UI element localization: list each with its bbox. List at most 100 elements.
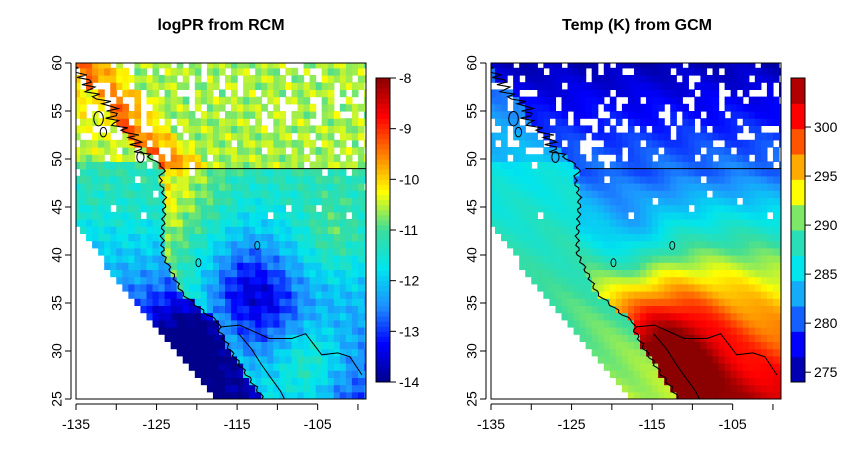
heatmap-cell bbox=[225, 175, 232, 184]
heatmap-cell bbox=[206, 327, 214, 335]
heatmap-cell bbox=[333, 355, 341, 364]
heatmap-cell bbox=[188, 355, 196, 364]
heatmap-cell bbox=[297, 391, 305, 399]
heatmap-cell bbox=[98, 161, 105, 170]
heatmap-cell bbox=[531, 276, 538, 285]
heatmap-cell bbox=[237, 269, 244, 278]
heatmap-cell bbox=[621, 219, 629, 227]
heatmap-cell bbox=[303, 348, 311, 357]
heatmap-cell bbox=[694, 175, 702, 184]
heatmap-cell bbox=[237, 63, 244, 69]
heatmap-cell bbox=[621, 139, 629, 148]
heatmap-cell bbox=[766, 118, 774, 126]
heatmap-cell bbox=[363, 391, 366, 399]
heatmap-cell bbox=[218, 67, 226, 76]
heatmap-cell bbox=[243, 233, 250, 242]
heatmap-cell bbox=[603, 233, 611, 242]
heatmap-cell bbox=[718, 262, 726, 270]
heatmap-cell bbox=[327, 183, 335, 191]
heatmap-cell bbox=[140, 240, 148, 249]
heatmap-cell bbox=[742, 348, 750, 357]
heatmap-cell bbox=[333, 255, 341, 263]
heatmap-cell bbox=[261, 341, 268, 350]
heatmap-cell bbox=[609, 291, 617, 299]
heatmap-cell bbox=[724, 269, 732, 278]
heatmap-cell bbox=[345, 262, 353, 270]
colorbar-segment bbox=[376, 164, 390, 170]
heatmap-cell bbox=[176, 312, 184, 321]
heatmap-cell bbox=[273, 111, 280, 119]
heatmap-cell bbox=[706, 111, 714, 119]
heatmap-cell bbox=[279, 154, 287, 162]
heatmap-cell bbox=[249, 96, 256, 105]
heatmap-cell bbox=[273, 219, 280, 227]
heatmap-cell bbox=[261, 197, 268, 206]
heatmap-cell bbox=[694, 204, 702, 213]
heatmap-cell bbox=[231, 183, 238, 191]
heatmap-cell bbox=[321, 283, 329, 292]
heatmap-cell bbox=[519, 53, 526, 61]
heatmap-cell bbox=[579, 240, 587, 249]
heatmap-cell bbox=[140, 255, 148, 263]
heatmap-cell bbox=[531, 219, 538, 227]
heatmap-cell bbox=[731, 53, 738, 61]
heatmap-cell bbox=[603, 197, 611, 206]
heatmap-cell bbox=[706, 363, 714, 371]
heatmap-cell bbox=[315, 255, 323, 263]
heatmap-cell bbox=[339, 312, 347, 321]
heatmap-cell bbox=[134, 283, 142, 292]
heatmap-cell bbox=[86, 96, 93, 105]
heatmap-cell bbox=[694, 190, 702, 198]
heatmap-cell bbox=[351, 168, 359, 177]
colorbar-segment bbox=[376, 316, 390, 322]
heatmap-cell bbox=[116, 211, 123, 220]
heatmap-cell bbox=[321, 82, 329, 90]
heatmap-cell bbox=[627, 377, 635, 386]
heatmap-cell bbox=[748, 82, 756, 90]
heatmap-cell bbox=[146, 118, 154, 126]
heatmap-cell bbox=[333, 283, 341, 292]
heatmap-cell bbox=[495, 219, 502, 227]
heatmap-cell bbox=[134, 161, 142, 170]
heatmap-cell bbox=[164, 197, 172, 206]
heatmap-cell bbox=[615, 291, 623, 299]
heatmap-cell bbox=[555, 269, 563, 278]
heatmap-cell bbox=[561, 111, 569, 119]
heatmap-cell bbox=[255, 305, 262, 314]
heatmap-cell bbox=[98, 147, 105, 155]
heatmap-cell bbox=[176, 82, 184, 90]
heatmap-cell bbox=[519, 255, 526, 263]
heatmap-cell bbox=[742, 139, 750, 148]
heatmap-cell bbox=[688, 147, 695, 155]
heatmap-cell bbox=[333, 154, 341, 162]
heatmap-cell bbox=[327, 305, 335, 314]
heatmap-cell bbox=[567, 175, 575, 184]
heatmap-cell bbox=[333, 175, 341, 184]
heatmap-cell bbox=[652, 96, 659, 105]
heatmap-cell bbox=[182, 355, 190, 364]
heatmap-cell bbox=[724, 341, 732, 350]
heatmap-cell bbox=[658, 391, 665, 399]
heatmap-cell bbox=[104, 118, 111, 126]
heatmap-cell bbox=[585, 168, 593, 177]
heatmap-cell bbox=[591, 269, 599, 278]
heatmap-cell bbox=[591, 226, 599, 234]
heatmap-cell bbox=[742, 334, 750, 342]
heatmap-cell bbox=[357, 355, 365, 364]
heatmap-cell bbox=[640, 370, 647, 378]
heatmap-cell bbox=[658, 204, 665, 213]
heatmap-cell bbox=[772, 154, 780, 162]
heatmap-cell bbox=[345, 283, 353, 292]
heatmap-cell bbox=[231, 111, 238, 119]
heatmap-cell bbox=[152, 233, 160, 242]
heatmap-cell bbox=[158, 255, 166, 263]
heatmap-cell bbox=[243, 363, 250, 371]
heatmap-cell bbox=[573, 197, 581, 206]
y-tick-label: 45 bbox=[464, 199, 480, 215]
heatmap-cell bbox=[218, 183, 226, 191]
heatmap-cell bbox=[345, 305, 353, 314]
heatmap-cell bbox=[531, 111, 538, 119]
heatmap-cell bbox=[670, 384, 677, 393]
heatmap-cell bbox=[706, 348, 714, 357]
heatmap-cell bbox=[98, 175, 105, 184]
